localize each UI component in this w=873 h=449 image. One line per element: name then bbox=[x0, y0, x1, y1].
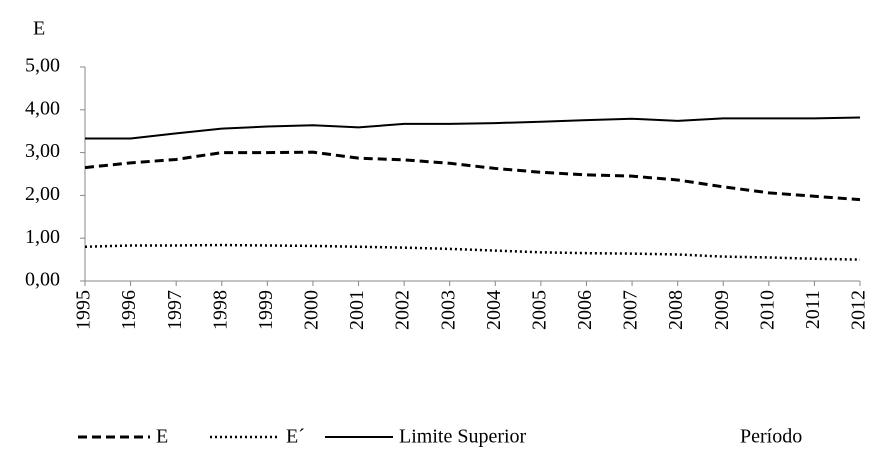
series-line bbox=[84, 243, 861, 261]
y-tick-label: 1,00 bbox=[25, 226, 60, 248]
y-tick-label: 5,00 bbox=[25, 55, 60, 77]
x-tick-label: 2001 bbox=[346, 290, 368, 330]
x-tick-label: 2009 bbox=[711, 290, 733, 330]
x-tick-label: 2002 bbox=[392, 290, 414, 330]
y-tick-label: 4,00 bbox=[25, 97, 60, 119]
y-axis-title: E bbox=[33, 18, 45, 40]
y-tick-label: 0,00 bbox=[25, 269, 60, 291]
legend-label: E bbox=[156, 426, 168, 448]
x-tick-label: 2003 bbox=[437, 290, 459, 330]
x-tick-label: 2005 bbox=[528, 290, 550, 330]
x-tick-label: 1996 bbox=[118, 290, 140, 330]
y-tick-label: 3,00 bbox=[25, 140, 60, 162]
legend-label: Limite Superior bbox=[399, 426, 527, 448]
legend-label: E´ bbox=[286, 426, 305, 448]
x-axis-title: Período bbox=[740, 426, 802, 448]
x-tick-label: 1997 bbox=[164, 290, 186, 330]
x-tick-label: 1995 bbox=[73, 290, 95, 330]
x-tick-label: 2004 bbox=[483, 290, 505, 330]
x-tick-label: 2011 bbox=[802, 290, 824, 329]
x-tick-label: 2000 bbox=[301, 290, 323, 330]
x-tick-label: 1999 bbox=[255, 290, 277, 330]
y-tick-label: 2,00 bbox=[25, 183, 60, 205]
series-line bbox=[85, 116, 861, 140]
x-tick-label: 2012 bbox=[848, 290, 870, 330]
x-tick-label: 2007 bbox=[620, 290, 642, 330]
x-tick-label: 2006 bbox=[574, 290, 596, 330]
x-tick-label: 1998 bbox=[209, 290, 231, 330]
x-tick-label: 2008 bbox=[665, 290, 687, 330]
x-tick-label: 2010 bbox=[756, 290, 778, 330]
series-line bbox=[84, 150, 861, 202]
